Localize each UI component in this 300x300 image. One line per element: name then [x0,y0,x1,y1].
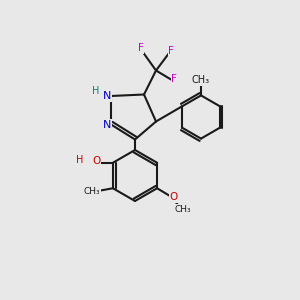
Text: H: H [92,85,99,96]
Text: N: N [103,119,112,130]
Text: CH₃: CH₃ [84,187,100,196]
Text: F: F [171,74,177,85]
Text: F: F [138,43,144,53]
Text: CH₃: CH₃ [192,75,210,85]
Text: CH₃: CH₃ [174,205,191,214]
Text: O: O [92,156,101,166]
Text: F: F [168,46,174,56]
Text: N: N [103,91,112,101]
Text: H: H [76,155,84,165]
Text: O: O [169,192,178,202]
